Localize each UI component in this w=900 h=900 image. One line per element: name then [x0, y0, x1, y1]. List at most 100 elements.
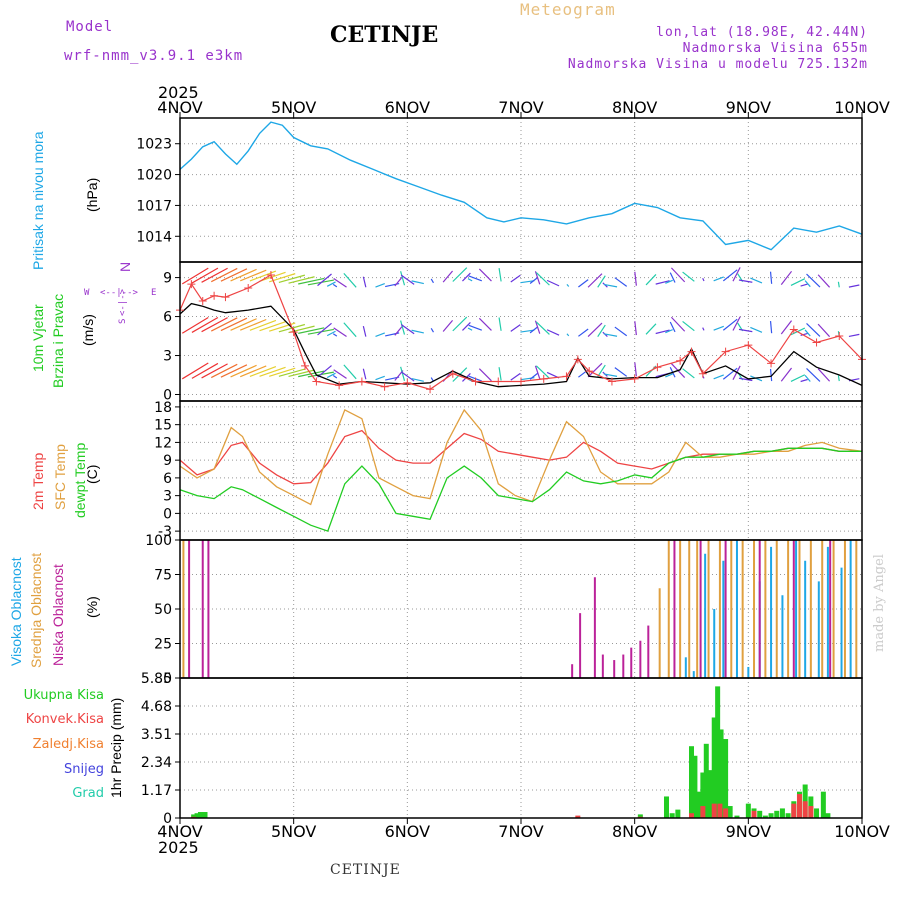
wind-barb: [498, 317, 502, 331]
y-tick-label: 1.17: [141, 783, 172, 799]
wind-barb: [498, 268, 502, 282]
wind-barb: [442, 270, 454, 283]
legend-hail: Grad: [72, 786, 104, 801]
wind-barb: [317, 273, 332, 287]
wind-barb: [603, 283, 618, 288]
wind-barb: [394, 325, 404, 336]
gust-marker: [767, 359, 776, 368]
gust-marker: [835, 332, 844, 341]
wind-barb: [240, 318, 267, 331]
gust-marker: [403, 378, 412, 387]
wind-barb: [249, 270, 277, 282]
wind-barb: [478, 317, 492, 331]
gust-marker: [607, 377, 616, 386]
gust-marker: [562, 372, 571, 381]
precip-total-bar: [734, 815, 740, 818]
wind-barb: [181, 362, 209, 380]
y-tick-label: 1020: [136, 168, 172, 184]
precip-total-bar: [820, 791, 826, 818]
gust-marker: [687, 347, 696, 356]
wind-barb: [343, 364, 357, 380]
wind-barb: [430, 278, 434, 284]
wind-barb: [220, 317, 248, 332]
wind-barb: [848, 333, 860, 338]
wind-barb: [806, 368, 821, 382]
wind-barb: [732, 267, 741, 282]
wind-barb: [587, 273, 603, 288]
y-tick-label: 2.34: [141, 755, 172, 771]
x-tick-label-top: 8NOV: [612, 98, 657, 117]
wind-barb: [411, 329, 424, 334]
gust-marker: [812, 338, 821, 347]
wind-barb: [317, 322, 332, 336]
wind-gust-line: [179, 274, 863, 390]
wind-barb: [400, 324, 415, 335]
wind-barb: [411, 378, 424, 382]
wind-barb: [400, 366, 406, 381]
y-tick-label: 6: [163, 471, 172, 487]
gust-marker: [244, 283, 253, 292]
wind-barb: [529, 372, 539, 380]
legend-snow: Snijeg: [64, 762, 104, 777]
wind-barb: [478, 268, 492, 282]
gust-marker: [210, 291, 219, 300]
precip-total-bar: [757, 810, 763, 818]
gust-marker: [198, 296, 207, 305]
wind-barb: [645, 323, 657, 335]
wind-barb: [181, 267, 209, 285]
wind-barb: [520, 329, 535, 333]
precip-conv-bar: [717, 803, 723, 818]
wind-barb: [670, 267, 686, 283]
precip-total-bar: [194, 813, 200, 818]
wind-barb: [732, 316, 741, 331]
wind-barb: [578, 328, 589, 337]
precip-total-bar: [708, 770, 714, 818]
gust-marker: [380, 382, 389, 391]
precip-total-bar: [727, 806, 733, 818]
y-tick-label: 3: [163, 489, 172, 505]
wind-barb: [603, 373, 618, 377]
x-tick-label-bottom: 4NOV: [157, 822, 202, 841]
wind-barb: [535, 272, 550, 286]
wind-barb: [191, 316, 219, 333]
wind-barb: [333, 369, 347, 379]
wind-barb: [535, 321, 550, 335]
y-tick-label: 5.85: [141, 671, 172, 687]
wind-barb: [769, 320, 773, 334]
wind-barb: [769, 271, 773, 284]
precip-conv-bar: [796, 794, 802, 818]
wind-barb: [804, 280, 811, 288]
temp-sfc-line: [179, 408, 863, 506]
wind-barb: [534, 320, 541, 334]
y-tick-label: 9: [163, 271, 172, 287]
wind-barb: [288, 276, 315, 284]
precip-total-bar: [700, 772, 706, 818]
y-tick-label: 9: [163, 453, 172, 469]
gust-marker: [539, 374, 548, 383]
y-tick-label: 1017: [136, 198, 172, 214]
wind-barb: [333, 327, 347, 338]
model-elevation-info: Nadmorska Visina u modelu 725.132m: [567, 57, 868, 72]
wind-barb: [249, 319, 277, 331]
wind-barb: [230, 318, 257, 331]
x-tick-label-top: 9NOV: [726, 98, 771, 117]
y-tick-label: 3: [163, 349, 172, 365]
legend-total: Ukupna Kisa: [23, 688, 104, 703]
precip-total-bar: [663, 796, 669, 818]
wind-barb: [806, 273, 821, 288]
wind-barb: [269, 367, 296, 377]
wind-barb: [669, 321, 676, 333]
wind-barb: [317, 365, 332, 378]
compass-w: W: [84, 288, 90, 298]
wind-barb: [298, 327, 325, 334]
wind-barb: [326, 281, 336, 287]
wind-barb: [780, 320, 793, 335]
wind-barb: [578, 279, 589, 288]
wind-barb: [375, 332, 385, 337]
wind-barb: [288, 369, 315, 378]
wind-barb: [614, 277, 628, 287]
wind-barb: [201, 363, 228, 379]
wind-barb: [800, 378, 808, 383]
wind-barb: [804, 329, 811, 337]
wind-barb: [738, 328, 753, 333]
